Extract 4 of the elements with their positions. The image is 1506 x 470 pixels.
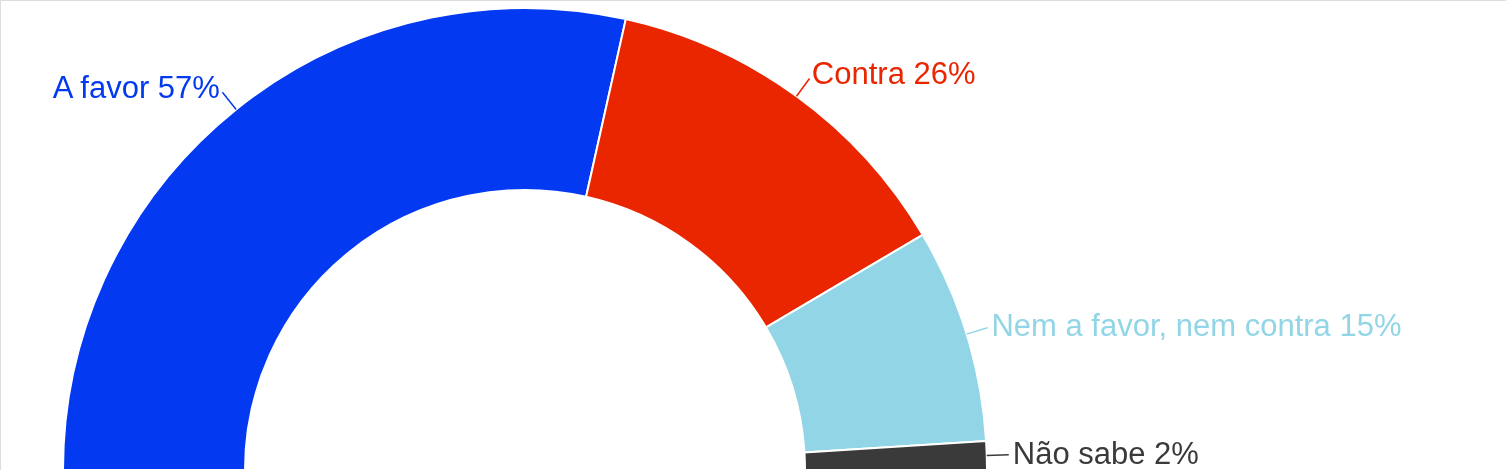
slice-label: A favor 57%	[52, 70, 220, 106]
slice-label: Contra 26%	[811, 56, 976, 92]
slice-label: Nem a favor, nem contra 15%	[991, 307, 1402, 343]
slice-label: Não sabe 2%	[1012, 435, 1199, 470]
